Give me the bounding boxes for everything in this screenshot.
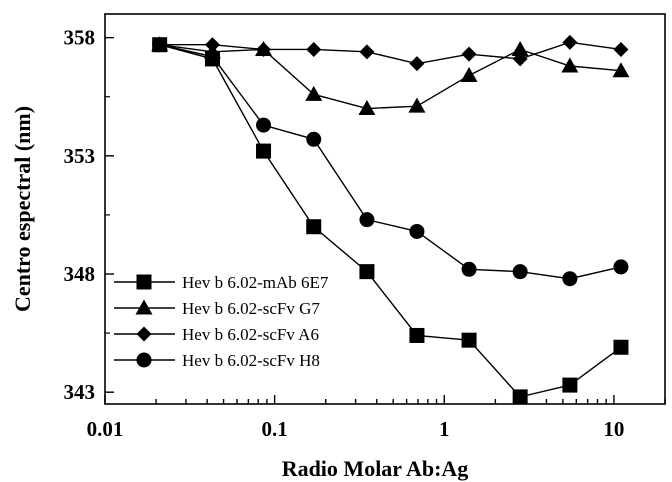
- legend-marker-square: [136, 274, 152, 290]
- data-point-diamond: [512, 51, 528, 67]
- data-point-diamond: [359, 44, 375, 60]
- series-diamond: [152, 34, 629, 72]
- legend-entry-diamond: Hev b 6.02-scFv A6: [114, 325, 319, 344]
- data-point-circle: [306, 131, 322, 147]
- data-point-circle: [409, 223, 425, 239]
- data-point-diamond: [461, 46, 477, 62]
- data-point-triangle: [561, 57, 579, 73]
- legend-label: Hev b 6.02-scFv G7: [182, 299, 320, 318]
- data-point-diamond: [204, 37, 220, 53]
- series-line-square: [159, 44, 622, 398]
- x-tick-label: 1: [439, 417, 450, 441]
- legend: Hev b 6.02-mAb 6E7 Hev b 6.02-scFv G7 Hev …: [114, 273, 329, 370]
- data-point-diamond: [562, 34, 578, 50]
- data-point-triangle: [358, 100, 376, 116]
- data-point-circle: [613, 259, 629, 275]
- data-point-square: [306, 219, 322, 235]
- x-axis-title: Radio Molar Ab:Ag: [282, 456, 469, 481]
- data-point-square: [409, 327, 425, 343]
- legend-entry-triangle: Hev b 6.02-scFv G7: [114, 299, 320, 318]
- data-point-square: [256, 143, 272, 159]
- x-axis-ticks: 0.01 0.1 1 10: [87, 395, 666, 441]
- y-tick-label: 343: [64, 380, 96, 404]
- series-circle: [152, 37, 629, 287]
- data-point-triangle: [460, 66, 478, 82]
- y-axis-title: Centro espectral (nm): [10, 106, 35, 312]
- series-line-circle: [159, 44, 622, 280]
- data-point-triangle: [612, 62, 630, 78]
- x-tick-label: 10: [603, 417, 624, 441]
- y-tick-label: 353: [64, 144, 96, 168]
- legend-label: Hev b 6.02-scFv A6: [182, 325, 319, 344]
- data-point-circle: [359, 212, 375, 228]
- legend-marker-circle: [136, 352, 152, 368]
- series-layer: [151, 34, 630, 405]
- plot-frame: [104, 13, 666, 405]
- data-point-diamond: [613, 41, 629, 57]
- legend-marker-diamond: [136, 326, 152, 342]
- legend-entry-square: Hev b 6.02-mAb 6E7: [114, 273, 329, 292]
- data-point-square: [359, 264, 375, 280]
- data-point-circle: [256, 117, 272, 133]
- data-point-diamond: [256, 41, 272, 57]
- data-point-circle: [512, 264, 528, 280]
- series-square: [152, 37, 629, 405]
- y-tick-label: 358: [64, 26, 96, 50]
- legend-label: Hev b 6.02-mAb 6E7: [182, 273, 329, 292]
- data-point-circle: [152, 37, 168, 53]
- x-tick-label: 0.1: [262, 417, 288, 441]
- legend-marker-triangle: [135, 299, 153, 315]
- legend-label: Hev b 6.02-scFv H8: [182, 351, 320, 370]
- y-tick-label: 348: [64, 262, 96, 286]
- data-point-circle: [562, 271, 578, 287]
- plot-area-border: [104, 13, 666, 405]
- data-point-triangle: [408, 97, 426, 113]
- data-point-square: [461, 332, 477, 348]
- series-triangle: [151, 36, 630, 116]
- series-line-triangle: [159, 44, 622, 110]
- data-point-circle: [204, 49, 220, 65]
- y-axis-ticks: 343 348 353 358: [64, 26, 114, 404]
- legend-entry-circle: Hev b 6.02-scFv H8: [114, 351, 320, 370]
- data-point-triangle: [305, 85, 323, 101]
- data-point-diamond: [306, 41, 322, 57]
- data-point-square: [613, 339, 629, 355]
- data-point-circle: [461, 261, 477, 277]
- data-point-diamond: [409, 56, 425, 72]
- data-point-triangle: [511, 40, 529, 56]
- series-line-diamond: [159, 41, 622, 65]
- data-point-square: [562, 377, 578, 393]
- data-point-square: [512, 389, 528, 405]
- x-tick-label: 0.01: [87, 417, 124, 441]
